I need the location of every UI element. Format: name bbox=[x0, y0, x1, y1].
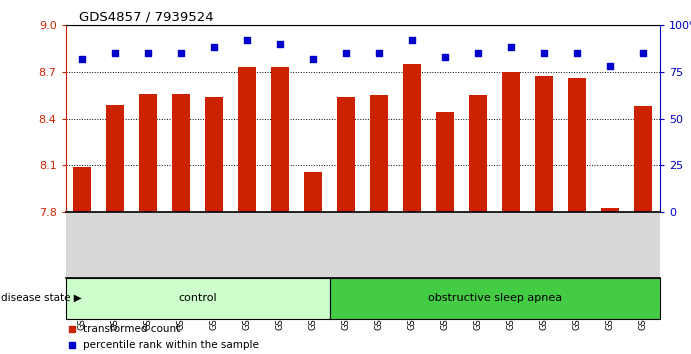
Bar bbox=[436, 112, 455, 212]
Point bbox=[638, 50, 649, 56]
Point bbox=[539, 50, 550, 56]
Text: transformed count: transformed count bbox=[84, 324, 181, 334]
Bar bbox=[337, 97, 355, 212]
Bar bbox=[330, 278, 660, 319]
Bar bbox=[502, 72, 520, 212]
Bar bbox=[205, 97, 223, 212]
Point bbox=[77, 56, 88, 61]
Point bbox=[341, 50, 352, 56]
Text: disease state ▶: disease state ▶ bbox=[1, 293, 82, 303]
Point bbox=[275, 41, 286, 46]
Bar bbox=[106, 104, 124, 212]
Point bbox=[407, 37, 418, 42]
Bar bbox=[66, 278, 330, 319]
Point bbox=[439, 54, 451, 59]
Point bbox=[605, 63, 616, 69]
Bar bbox=[172, 93, 190, 212]
Bar bbox=[370, 95, 388, 212]
Bar bbox=[634, 106, 652, 212]
Point bbox=[209, 45, 220, 50]
Point bbox=[176, 50, 187, 56]
Point bbox=[506, 45, 517, 50]
Bar bbox=[568, 78, 587, 212]
Point bbox=[307, 56, 319, 61]
Bar bbox=[536, 76, 553, 212]
Bar bbox=[139, 93, 158, 212]
Point bbox=[142, 50, 153, 56]
Bar bbox=[304, 172, 322, 212]
Point bbox=[473, 50, 484, 56]
Point bbox=[242, 37, 253, 42]
Text: obstructive sleep apnea: obstructive sleep apnea bbox=[428, 293, 562, 303]
Text: GDS4857 / 7939524: GDS4857 / 7939524 bbox=[79, 11, 214, 24]
Bar bbox=[601, 208, 619, 212]
Point bbox=[110, 50, 121, 56]
Bar bbox=[271, 67, 290, 212]
Point bbox=[374, 50, 385, 56]
Point bbox=[572, 50, 583, 56]
Text: control: control bbox=[178, 293, 217, 303]
Bar bbox=[238, 67, 256, 212]
Bar bbox=[404, 64, 422, 212]
Bar bbox=[469, 95, 487, 212]
Text: percentile rank within the sample: percentile rank within the sample bbox=[84, 340, 259, 350]
Bar bbox=[73, 167, 91, 212]
